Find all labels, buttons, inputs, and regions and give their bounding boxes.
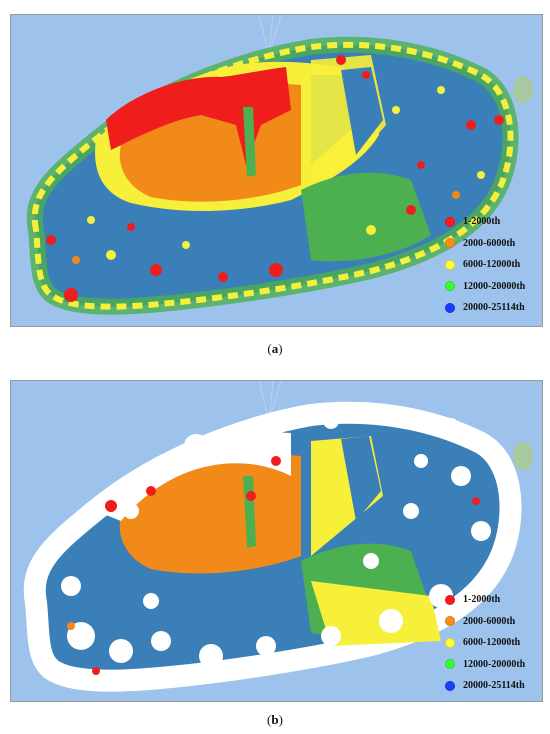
caption-letter: a: [271, 341, 279, 356]
blue-wedge-east: [341, 67, 383, 155]
legend-item: 12000-20000th: [445, 276, 525, 298]
green-strip: [243, 107, 256, 177]
legend-label: 1-2000th: [463, 594, 501, 606]
legend-label: 1-2000th: [463, 216, 501, 228]
legend-swatch: [445, 259, 455, 270]
legend-swatch: [445, 238, 455, 249]
legend-label: 20000-25114th: [463, 680, 525, 692]
legend-item: 2000-6000th: [445, 611, 525, 633]
legend-item: 20000-25114th: [445, 297, 525, 319]
legend-item: 2000-6000th: [445, 233, 525, 255]
legend-swatch: [445, 680, 455, 691]
red-zone: [106, 67, 291, 165]
island-map-a: [11, 15, 542, 326]
legend-label: 2000-6000th: [463, 615, 516, 627]
white-blocks: [61, 413, 491, 689]
legend-item: 6000-12000th: [445, 254, 525, 276]
legend-item: 6000-12000th: [445, 632, 525, 654]
legend-item: 12000-20000th: [445, 654, 525, 676]
legend-swatch: [445, 216, 455, 227]
legend-swatch: [445, 594, 455, 605]
islet: [513, 76, 533, 104]
legend-label: 6000-12000th: [463, 259, 521, 271]
island-map-b: [11, 381, 542, 701]
caption-letter: b: [271, 712, 279, 727]
white-zone-north: [96, 431, 291, 521]
map-panel-b: 1-2000th 2000-6000th 6000-12000th 12000-…: [10, 380, 543, 702]
legend-item: 1-2000th: [445, 211, 525, 233]
legend-label: 2000-6000th: [463, 237, 516, 249]
legend-a: 1-2000th 2000-6000th 6000-12000th 12000-…: [445, 211, 525, 319]
legend-label: 20000-25114th: [463, 302, 525, 314]
blue-wedge-east: [341, 436, 381, 521]
caption-b: (b): [267, 712, 283, 727]
yellow-zone-south: [311, 581, 441, 646]
hotspot-dots: [67, 456, 480, 675]
legend-swatch: [445, 302, 455, 313]
legend-b: 1-2000th 2000-6000th 6000-12000th 12000-…: [445, 589, 525, 697]
legend-label: 6000-12000th: [463, 637, 521, 649]
legend-item: 20000-25114th: [445, 675, 525, 697]
legend-swatch: [445, 616, 455, 627]
legend-swatch: [445, 281, 455, 292]
legend-swatch: [445, 659, 455, 670]
caption-a: (a): [267, 341, 283, 356]
islet: [513, 442, 533, 470]
legend-swatch: [445, 637, 455, 648]
map-panel-a: 1-2000th 2000-6000th 6000-12000th 12000-…: [10, 14, 543, 327]
legend-label: 12000-20000th: [463, 280, 526, 292]
green-zone-east: [301, 172, 431, 262]
legend-item: 1-2000th: [445, 589, 525, 611]
legend-label: 12000-20000th: [463, 658, 526, 670]
hotspot-dots: [46, 55, 504, 302]
